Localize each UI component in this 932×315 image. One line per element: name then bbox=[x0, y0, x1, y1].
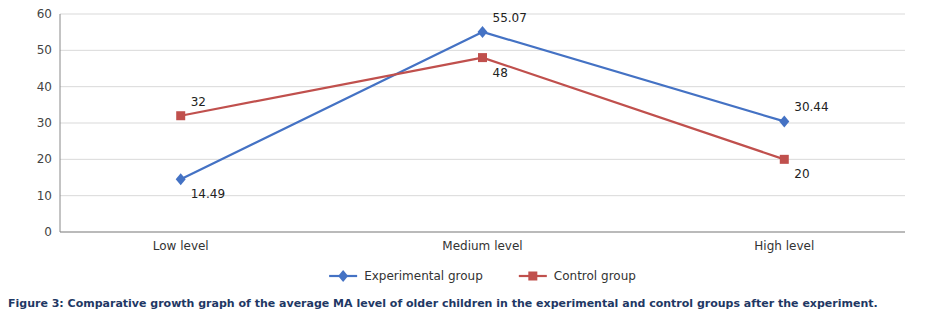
data-label: 32 bbox=[191, 95, 206, 109]
x-axis-line bbox=[60, 232, 905, 233]
series-line bbox=[181, 32, 785, 179]
y-tick-label: 40 bbox=[37, 80, 52, 94]
grid-line bbox=[60, 159, 905, 160]
data-label: 30.44 bbox=[794, 100, 828, 114]
series-line bbox=[181, 58, 785, 160]
data-label: 20 bbox=[794, 167, 809, 181]
legend-marker bbox=[338, 270, 348, 282]
x-tick-label: Medium level bbox=[442, 239, 522, 253]
y-tick-label: 60 bbox=[37, 7, 52, 21]
legend-label: Experimental group bbox=[364, 269, 483, 283]
title: Figure 3: Comparative growth graph of th… bbox=[8, 297, 878, 310]
x-tick-label: High level bbox=[754, 239, 814, 253]
data-point bbox=[176, 111, 185, 120]
data-point bbox=[780, 155, 789, 164]
y-tick-label: 50 bbox=[37, 43, 52, 57]
legend: Experimental group Control group bbox=[329, 269, 636, 283]
grid-line bbox=[60, 195, 905, 196]
legend-item: Control group bbox=[519, 269, 636, 283]
grid bbox=[60, 14, 905, 232]
grid-line bbox=[60, 232, 905, 233]
data-point bbox=[779, 115, 789, 127]
legend-marker bbox=[528, 272, 537, 281]
plot-area bbox=[176, 26, 790, 185]
data-point bbox=[478, 26, 488, 38]
grid-line bbox=[60, 86, 905, 87]
y-tick-label: 10 bbox=[37, 189, 52, 203]
data-point bbox=[478, 53, 487, 62]
data-point bbox=[176, 173, 186, 185]
chart-container: 0 10 20 30 40 50 60 Low level Medium level High l… bbox=[0, 0, 932, 315]
y-tick-label: 0 bbox=[44, 225, 52, 239]
grid-line bbox=[60, 123, 905, 124]
x-tick-label: Low level bbox=[153, 239, 209, 253]
data-label: 55.07 bbox=[493, 11, 527, 25]
data-label: 48 bbox=[493, 66, 508, 80]
data-labels: 14.49 55.07 30.44 32 48 20 bbox=[191, 11, 829, 201]
legend-item: Experimental group bbox=[329, 269, 483, 283]
grid-line bbox=[60, 50, 905, 51]
y-axis-line bbox=[60, 14, 61, 232]
data-label: 14.49 bbox=[191, 187, 225, 201]
chart: 0 10 20 30 40 50 60 Low level Medium level High l… bbox=[0, 0, 932, 315]
legend-label: Control group bbox=[554, 269, 636, 283]
grid-line bbox=[60, 14, 905, 15]
y-tick-label: 20 bbox=[37, 152, 52, 166]
y-tick-label: 30 bbox=[37, 116, 52, 130]
